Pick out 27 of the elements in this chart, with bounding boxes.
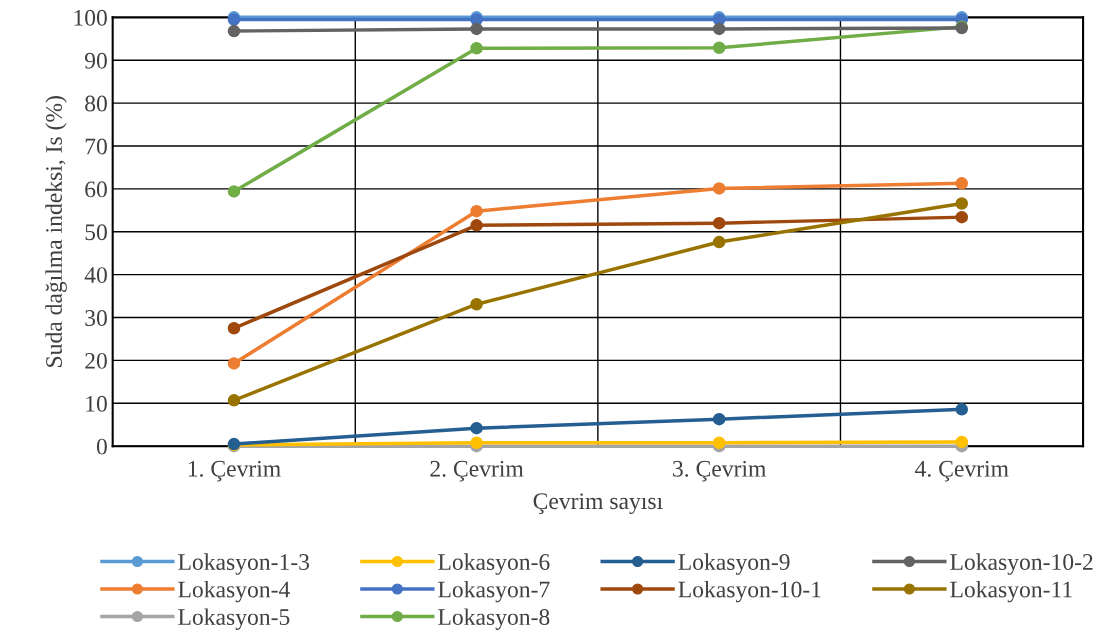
y-tick-label: 80 <box>85 95 107 112</box>
y-tick-label: 60 <box>85 181 107 198</box>
legend-label: Lokasyon-7 <box>438 580 550 603</box>
y-tick-label: 90 <box>84 52 107 69</box>
y-tick-label: 30 <box>85 310 107 326</box>
legend-label: Lokasyon-10-2 <box>950 553 1093 575</box>
y-axis-title: Suda dağılma indeksi, Is (%) <box>45 96 67 367</box>
legend-label: Lokasyon-10-1 <box>678 580 821 603</box>
y-tick-label: 100 <box>74 9 107 26</box>
x-tick-label: 2. Çevrim <box>430 460 524 482</box>
legend-label: Lokasyon-5 <box>178 608 290 630</box>
y-tick-label: 40 <box>84 267 107 284</box>
x-tick-label: 4. Çevrim <box>915 460 1009 482</box>
y-tick-label: 10 <box>86 395 107 412</box>
x-axis-title: Çevrim sayısı <box>533 493 663 515</box>
legend-label: Lokasyon-11 <box>950 580 1072 603</box>
legend-label: Lokasyon-4 <box>178 580 290 603</box>
legend-label: Lokasyon-8 <box>438 608 550 630</box>
x-tick-label: 1. Çevrim <box>188 460 281 482</box>
x-tick-label: 3. Çevrim <box>673 460 767 482</box>
legend-label: Lokasyon-6 <box>438 553 550 575</box>
y-tick-label: 70 <box>85 138 107 155</box>
y-tick-label: 20 <box>85 352 107 369</box>
legend-label: Lokasyon-9 <box>678 553 790 575</box>
legend-label: Lokasyon-1-3 <box>178 553 310 575</box>
y-tick-label: 0 <box>96 438 107 455</box>
y-tick-label: 50 <box>85 224 107 241</box>
